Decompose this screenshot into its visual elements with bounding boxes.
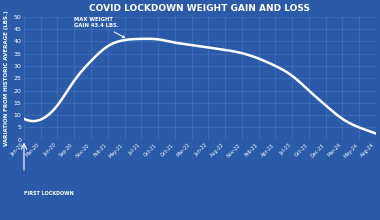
Title: COVID LOCKDOWN WEIGHT GAIN AND LOSS: COVID LOCKDOWN WEIGHT GAIN AND LOSS — [89, 4, 310, 13]
Text: FIRST LOCKDOWN: FIRST LOCKDOWN — [24, 191, 74, 196]
Y-axis label: VARIATION FROM HISTORIC AVERAGE (LBS.): VARIATION FROM HISTORIC AVERAGE (LBS.) — [4, 10, 9, 146]
Text: MAX WEIGHT
GAIN 43.4 LBS.: MAX WEIGHT GAIN 43.4 LBS. — [74, 17, 125, 37]
